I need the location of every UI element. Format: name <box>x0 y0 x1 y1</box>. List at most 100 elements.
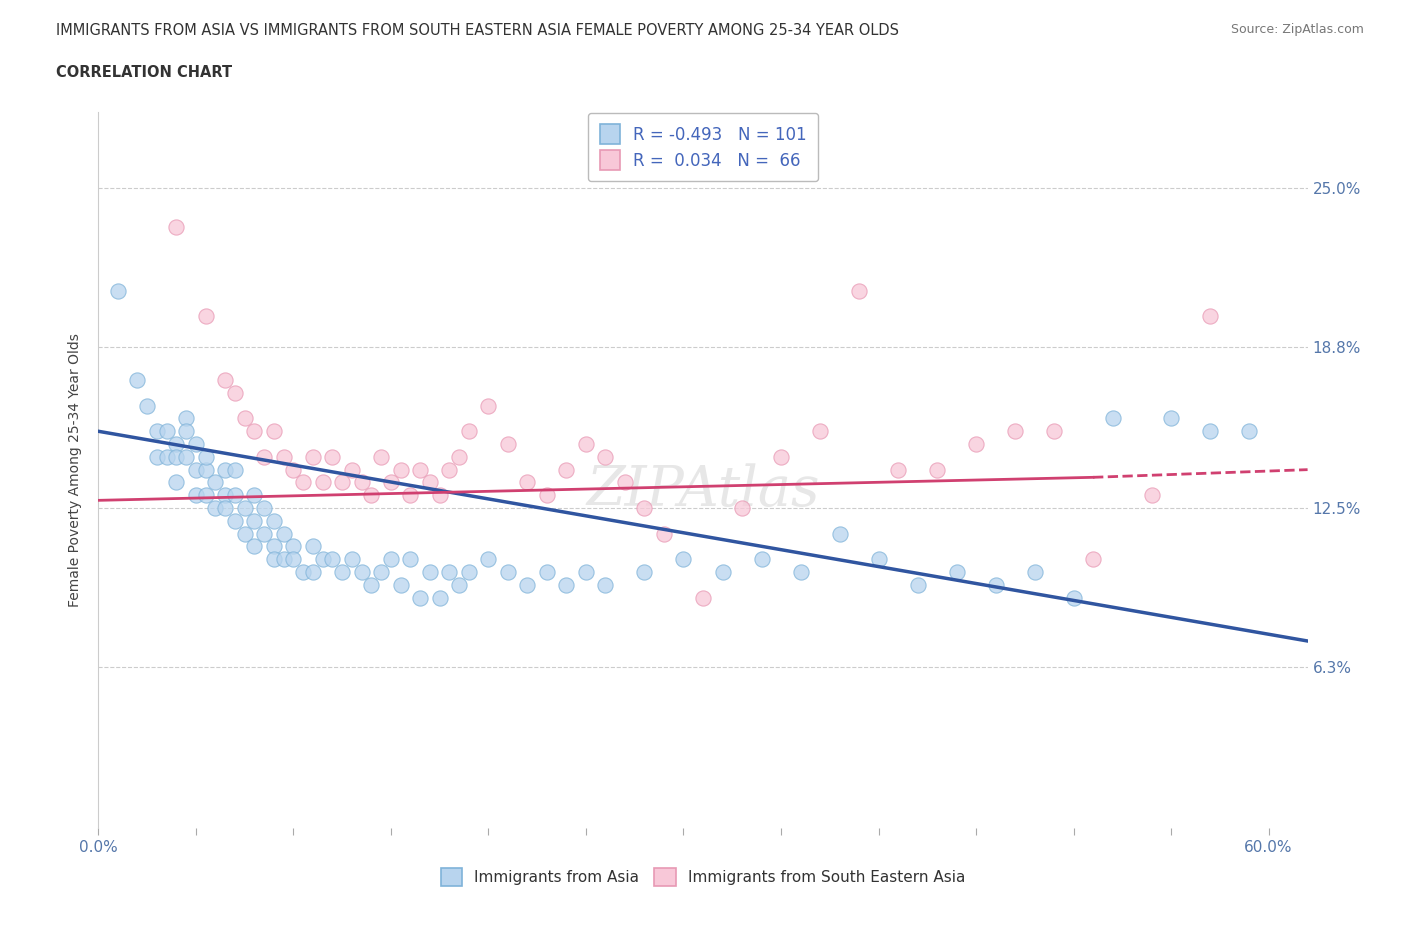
Point <box>1101 411 1123 426</box>
Point <box>350 475 373 490</box>
Point <box>340 551 363 566</box>
Point <box>516 475 538 490</box>
Point <box>360 487 382 502</box>
Point <box>1160 411 1182 426</box>
Point <box>595 449 617 464</box>
Point <box>253 526 276 541</box>
Point <box>828 526 851 541</box>
Point <box>273 526 295 541</box>
Text: IMMIGRANTS FROM ASIA VS IMMIGRANTS FROM SOUTH EASTERN ASIA FEMALE POVERTY AMONG : IMMIGRANTS FROM ASIA VS IMMIGRANTS FROM … <box>56 23 900 38</box>
Point <box>194 487 217 502</box>
Point <box>214 462 236 477</box>
Point <box>380 475 402 490</box>
Point <box>273 449 295 464</box>
Point <box>174 411 197 426</box>
Point <box>292 475 315 490</box>
Point <box>283 539 305 554</box>
Point <box>243 513 266 528</box>
Point <box>165 449 187 464</box>
Point <box>536 487 558 502</box>
Point <box>283 551 305 566</box>
Point <box>263 513 285 528</box>
Point <box>1081 551 1104 566</box>
Point <box>340 462 363 477</box>
Point <box>204 500 226 515</box>
Point <box>136 398 159 413</box>
Text: CORRELATION CHART: CORRELATION CHART <box>56 65 232 80</box>
Point <box>449 449 471 464</box>
Point <box>419 565 441 579</box>
Point <box>1004 424 1026 439</box>
Point <box>769 449 792 464</box>
Y-axis label: Female Poverty Among 25-34 Year Olds: Female Poverty Among 25-34 Year Olds <box>69 333 83 606</box>
Point <box>399 487 422 502</box>
Point <box>224 487 246 502</box>
Text: Source: ZipAtlas.com: Source: ZipAtlas.com <box>1230 23 1364 36</box>
Point <box>156 449 179 464</box>
Point <box>233 411 256 426</box>
Point <box>253 449 276 464</box>
Point <box>214 500 236 515</box>
Point <box>165 437 187 452</box>
Point <box>595 578 617 592</box>
Point <box>380 551 402 566</box>
Point <box>330 565 353 579</box>
Point <box>711 565 734 579</box>
Point <box>389 462 412 477</box>
Point <box>204 475 226 490</box>
Point <box>496 565 519 579</box>
Point <box>1043 424 1066 439</box>
Point <box>848 284 870 299</box>
Point <box>496 437 519 452</box>
Point <box>321 449 343 464</box>
Point <box>165 219 187 234</box>
Point <box>174 449 197 464</box>
Point <box>224 386 246 401</box>
Point <box>536 565 558 579</box>
Point <box>575 437 598 452</box>
Point <box>907 578 929 592</box>
Point <box>214 487 236 502</box>
Point <box>302 449 325 464</box>
Point <box>370 449 392 464</box>
Point <box>224 462 246 477</box>
Point <box>1199 309 1222 324</box>
Point <box>429 487 451 502</box>
Point <box>945 565 967 579</box>
Point <box>194 309 217 324</box>
Point <box>224 513 246 528</box>
Point <box>107 284 129 299</box>
Point <box>233 526 256 541</box>
Point <box>243 539 266 554</box>
Point <box>302 565 325 579</box>
Point <box>312 551 335 566</box>
Point <box>868 551 890 566</box>
Point <box>174 424 197 439</box>
Point <box>409 462 432 477</box>
Point <box>312 475 335 490</box>
Point <box>449 578 471 592</box>
Point <box>429 591 451 605</box>
Point <box>184 462 207 477</box>
Point <box>633 500 655 515</box>
Point <box>751 551 773 566</box>
Point <box>263 424 285 439</box>
Point <box>965 437 987 452</box>
Point <box>233 500 256 515</box>
Point <box>614 475 637 490</box>
Point <box>194 462 217 477</box>
Point <box>273 551 295 566</box>
Point <box>127 373 149 388</box>
Point <box>477 398 499 413</box>
Point <box>477 551 499 566</box>
Point <box>419 475 441 490</box>
Point <box>458 565 481 579</box>
Point <box>808 424 831 439</box>
Point <box>439 462 461 477</box>
Point <box>925 462 948 477</box>
Point <box>350 565 373 579</box>
Point <box>263 551 285 566</box>
Point <box>555 578 578 592</box>
Point <box>156 424 179 439</box>
Point <box>1063 591 1085 605</box>
